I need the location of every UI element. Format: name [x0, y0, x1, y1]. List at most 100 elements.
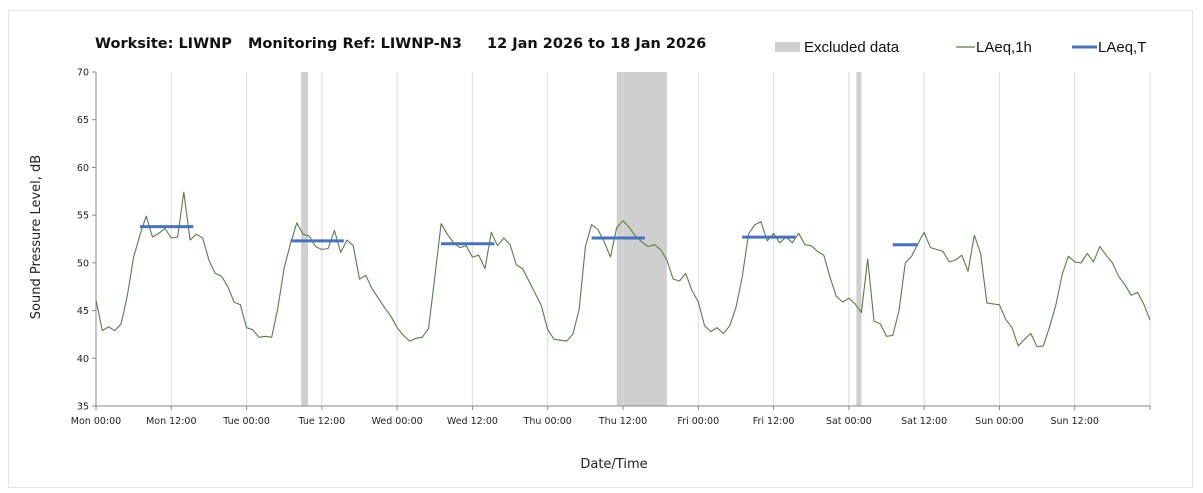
laeq-1h-point-156 [1073, 261, 1076, 264]
laeq-1h-point-111 [791, 241, 794, 244]
laeq-1h-point-137 [954, 259, 957, 262]
x-tick-label-4: Wed 00:00 [372, 416, 423, 427]
laeq-1h-point-100 [722, 332, 725, 335]
laeq-1h-point-103 [741, 276, 744, 279]
legend-laeq-t-label: LAeq,T [1098, 39, 1146, 56]
laeq-1h-point-10 [157, 232, 160, 235]
laeq-1h-point-148 [1023, 338, 1026, 341]
axes: 35 40 45 50 55 60 65 70 Mon 00:00 Mon 12:00 Tue 00… [71, 68, 1151, 427]
laeq-1h-point-109 [778, 241, 781, 244]
laeq-1h-point-66 [509, 243, 512, 246]
laeq-1h-point-91 [666, 259, 669, 262]
laeq-1h-point-80 [597, 228, 600, 231]
chart-title-worksite: Worksite: LIWNP [95, 36, 232, 52]
y-tick-label-55: 55 [77, 211, 89, 222]
laeq-1h-point-149 [1029, 332, 1032, 335]
laeq-1h-point-167 [1142, 302, 1145, 305]
laeq-1h-point-128 [898, 309, 901, 312]
laeq-1h-point-98 [709, 330, 712, 333]
laeq-1h-point-30 [283, 266, 286, 269]
laeq-1h-point-1 [101, 329, 104, 332]
laeq-1h-point-44 [371, 287, 374, 290]
laeq-1h-point-24 [245, 326, 248, 329]
laeq-1h-point-29 [277, 306, 280, 309]
x-tick-label-10: Sat 00:00 [826, 416, 872, 427]
laeq-1h-point-161 [1105, 254, 1108, 257]
chart-title-monitoring-ref: Monitoring Ref: LIWNP-N3 [248, 36, 462, 52]
excluded-range-2 [856, 72, 862, 406]
x-tick-label-9: Fri 12:00 [753, 416, 795, 427]
laeq-1h-point-105 [753, 223, 756, 226]
x-tick-label-12: Sun 00:00 [975, 416, 1023, 427]
laeq-1h-point-12 [170, 237, 173, 240]
laeq-1h-point-147 [1017, 344, 1020, 347]
laeq-1h-point-87 [640, 240, 643, 243]
laeq-1h-point-53 [427, 327, 430, 330]
x-axis-title: Date/Time [580, 457, 647, 472]
laeq-1h-point-72 [546, 328, 549, 331]
laeq-1h-point-150 [1036, 345, 1039, 348]
y-tick-label-35: 35 [77, 402, 89, 413]
laeq-1h-point-129 [904, 261, 907, 264]
laeq-1h-point-13 [176, 236, 179, 239]
laeq-1h-point-152 [1048, 325, 1051, 328]
laeq-1h-point-27 [264, 335, 267, 338]
laeq-1h-point-31 [289, 242, 292, 245]
laeq-1h-point-16 [195, 233, 198, 236]
laeq-1h-point-84 [622, 219, 625, 222]
laeq-1h-point-61 [477, 254, 480, 257]
laeq-1h-point-162 [1111, 261, 1114, 264]
laeq-1h-point-96 [697, 301, 700, 304]
laeq-1h-point-90 [659, 248, 662, 251]
y-tick-label-70: 70 [77, 68, 89, 79]
laeq-1h-point-64 [496, 244, 499, 247]
laeq-1h-point-3 [113, 329, 116, 332]
laeq-1h-point-145 [1004, 318, 1007, 321]
laeq-1h-point-88 [647, 245, 650, 248]
laeq-1h-point-136 [948, 261, 951, 264]
laeq-1h-point-67 [515, 263, 518, 266]
laeq-1h-point-127 [891, 334, 894, 337]
laeq-1h-point-126 [885, 335, 888, 338]
laeq-1h-point-69 [527, 280, 530, 283]
laeq-1h-point-102 [735, 306, 738, 309]
x-tick-label-8: Fri 00:00 [677, 416, 719, 427]
laeq-1h-point-43 [364, 274, 367, 277]
laeq-1h-point-85 [628, 226, 631, 229]
laeq-1h-point-18 [208, 259, 211, 262]
laeq-1h-point-4 [120, 323, 123, 326]
laeq-1h-point-117 [829, 276, 832, 279]
laeq-1h-point-42 [358, 278, 361, 281]
x-tick-label-3: Tue 12:00 [298, 416, 346, 427]
series-laeq-1h-line [95, 191, 1151, 348]
laeq-1h-point-83 [615, 226, 618, 229]
laeq-1h-point-26 [258, 336, 261, 339]
y-tick-label-50: 50 [77, 258, 89, 269]
laeq-1h-point-51 [415, 337, 418, 340]
laeq-1h-point-48 [396, 326, 399, 329]
laeq-1h-point-49 [402, 334, 405, 337]
laeq-1h-point-14 [182, 191, 185, 194]
laeq-1h-point-116 [822, 254, 825, 257]
x-tick-label-13: Sun 12:00 [1050, 416, 1098, 427]
x-tick-label-1: Mon 12:00 [146, 416, 196, 427]
laeq-1h-point-36 [320, 248, 323, 251]
laeq-1h-point-158 [1086, 252, 1089, 255]
laeq-1h-point-124 [873, 320, 876, 323]
laeq-1h-point-134 [935, 248, 938, 251]
laeq-1h-point-78 [584, 245, 587, 248]
laeq-1h-point-164 [1124, 283, 1127, 286]
laeq-1h-point-58 [458, 246, 461, 249]
laeq-1h-point-146 [1011, 326, 1014, 329]
laeq-1h-point-41 [352, 244, 355, 247]
laeq-1h-point-159 [1092, 261, 1095, 264]
laeq-1h-point-40 [346, 239, 349, 242]
laeq-1h-point-143 [992, 302, 995, 305]
laeq-1h-point-33 [302, 233, 305, 236]
laeq-1h-point-153 [1054, 303, 1057, 306]
laeq-1h-point-25 [251, 328, 254, 331]
laeq-1h-point-101 [728, 324, 731, 327]
laeq-1h-point-52 [421, 336, 424, 339]
laeq-1h-point-56 [446, 233, 449, 236]
